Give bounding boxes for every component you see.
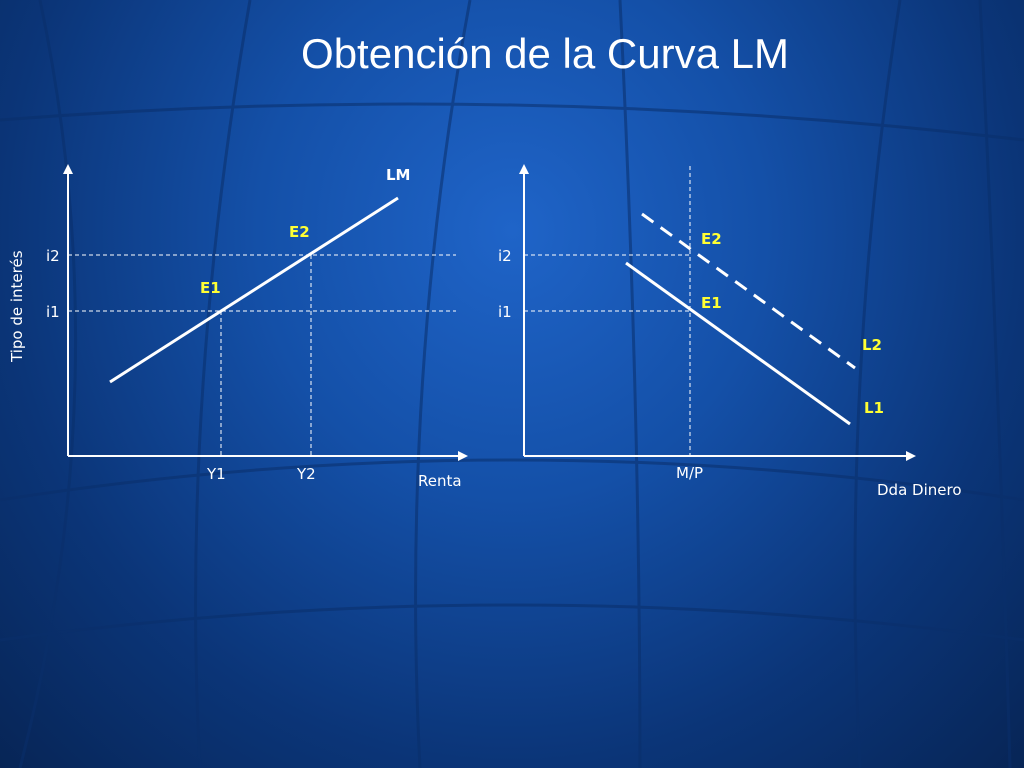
left-x-axis-label: Renta (418, 472, 462, 490)
left-point-e1-label: E1 (200, 279, 221, 297)
right-i2-tick-label: i2 (498, 247, 512, 265)
right-point-e2-label: E2 (701, 230, 722, 248)
y1-tick-label: Y1 (206, 465, 226, 483)
lm-curve (109, 196, 399, 384)
l1-demand-curve (625, 261, 851, 426)
l2-curve-label: L2 (862, 336, 882, 354)
left-panel: LM E2 E1 i2 i1 Y1 Y2 Renta Tipo de inter… (8, 164, 468, 490)
l1-curve-label: L1 (864, 399, 884, 417)
left-point-e2-label: E2 (289, 223, 310, 241)
left-i1-tick-label: i1 (46, 303, 60, 321)
right-i1-tick-label: i1 (498, 303, 512, 321)
slide-title: Obtención de la Curva LM (301, 30, 789, 77)
right-panel: E2 E1 L2 L1 i2 i1 M/P Dda Dinero (498, 164, 962, 499)
right-point-e1-label: E1 (701, 294, 722, 312)
l2-demand-curve (641, 212, 856, 370)
right-x-axis-label: Dda Dinero (877, 481, 962, 499)
left-y-axis-label: Tipo de interés (8, 250, 26, 363)
y2-tick-label: Y2 (296, 465, 316, 483)
left-i2-tick-label: i2 (46, 247, 60, 265)
lm-curve-label: LM (386, 166, 411, 184)
money-supply-tick-label: M/P (676, 464, 703, 482)
